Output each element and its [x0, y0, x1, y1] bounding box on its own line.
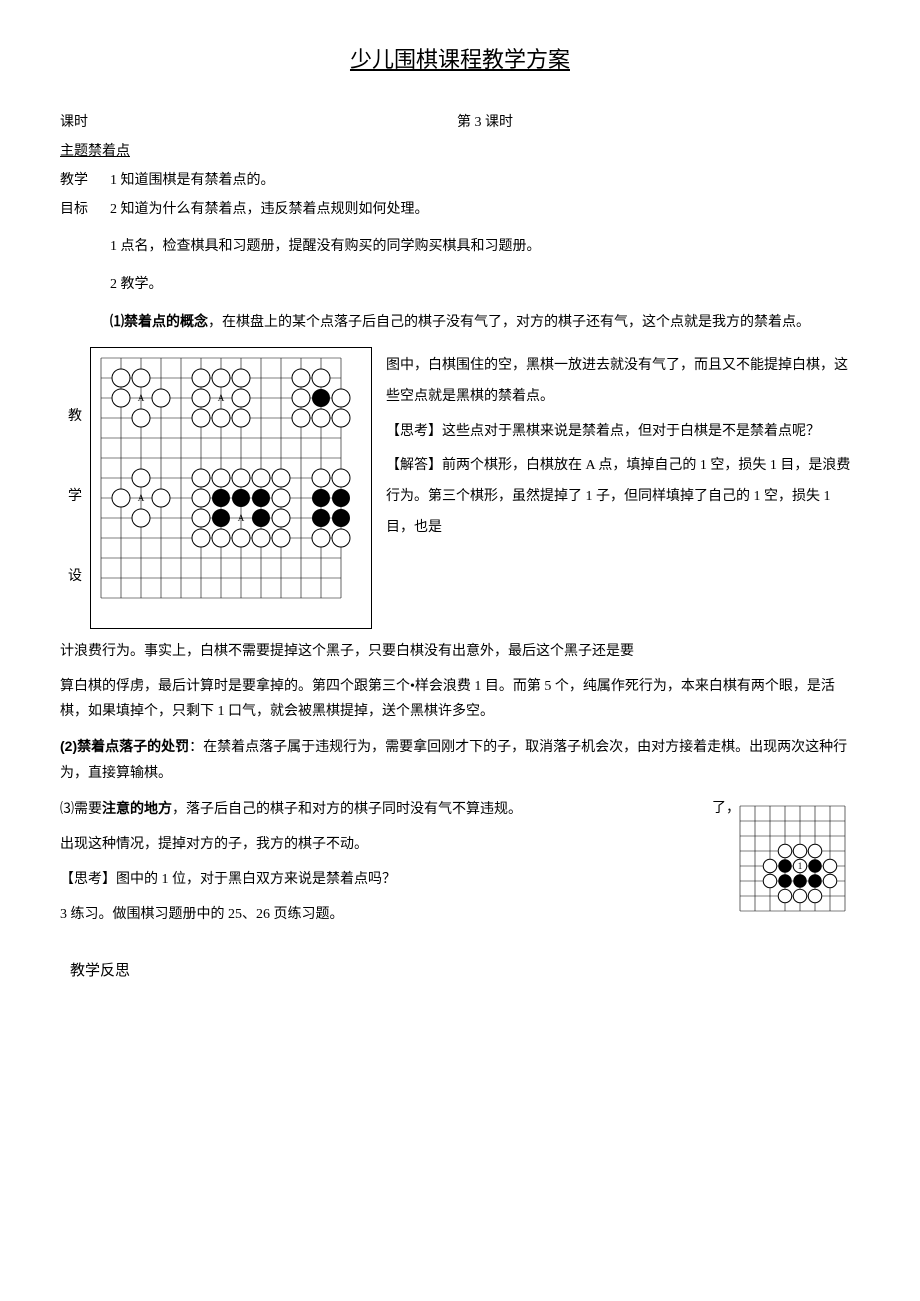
right-text-block: 图中，白棋围住的空，黑棋一放进去就没有气了，而且又不能提掉白棋，这些空点就是黑棋…: [372, 347, 860, 548]
note-block: 1 ⑶需要注意的地方，落子后自己的棋子和对方的棋子同时没有气不算违规。 了， 出…: [60, 796, 860, 938]
goal-1: 1 知道围棋是有禁着点的。: [110, 168, 275, 193]
right-p1: 图中，白棋围住的空，黑棋一放进去就没有气了，而且又不能提掉白棋，这些空点就是黑棋…: [386, 351, 860, 413]
svg-text:A: A: [138, 393, 145, 403]
step-1: 1 点名，检查棋具和习题册，提醒没有购买的同学购买棋具和习题册。: [110, 234, 860, 259]
svg-text:A: A: [218, 393, 225, 403]
step-2: 2 教学。: [110, 272, 860, 297]
note-bold: 注意的地方: [102, 800, 172, 816]
side-char-2: 学: [68, 484, 82, 509]
note-tail: 了，: [712, 796, 740, 821]
note-prefix: ⑶需要: [60, 802, 102, 817]
topic-row: 主题 禁着点: [60, 139, 860, 164]
side-label: 教 学 设: [60, 377, 90, 617]
lesson-row: 课时 第 3 课时: [60, 110, 860, 135]
right-p3: 【解答】前两个棋形，白棋放在 A 点，填掉自己的 1 空，损失 1 目，是浪费行…: [386, 451, 860, 543]
lesson-label: 课时: [60, 110, 110, 135]
side-char-3: 设: [68, 564, 82, 589]
right-p2: 【思考】这些点对于黑棋来说是禁着点，但对于白棋是不是禁着点呢？: [386, 417, 860, 448]
cont-2: 算白棋的俘虏，最后计算时是要拿掉的。第四个跟第三个•样会浪费 1 目。而第 5 …: [60, 674, 860, 724]
footer-label: 教学反思: [70, 958, 860, 985]
go-board-1: A A A A: [90, 347, 372, 629]
diagram-row-1: 教 学 设 A A A A 图中，白棋围住的空，黑棋一放进去就没有气了，而且又不能提掉…: [60, 347, 860, 629]
goal-label-1: 教学: [60, 168, 110, 193]
penalty-label: (2)禁着点落子的处罚: [60, 738, 189, 754]
note-text: ，落子后自己的棋子和对方的棋子同时没有气不算违规。: [172, 802, 522, 817]
svg-text:A: A: [238, 513, 245, 523]
cont-1: 计浪费行为。事实上，白棋不需要提掉这个黑子，只要白棋没有出意外，最后这个黑子还是…: [60, 639, 860, 664]
svg-text:A: A: [138, 493, 145, 503]
concept-text: ，在棋盘上的某个点落子后自己的棋子没有气了，对方的棋子还有气，这个点就是我方的禁…: [208, 315, 810, 330]
penalty-block: (2)禁着点落子的处罚：在禁着点落子属于违规行为，需要拿回刚才下的子，取消落子机…: [60, 734, 860, 785]
goal-label-2: 目标: [60, 197, 110, 222]
topic-label: 主题: [60, 139, 88, 164]
go-board-2: 1: [730, 796, 860, 926]
goal-2: 2 知道为什么有禁着点，违反禁着点规则如何处理。: [110, 197, 429, 222]
goal-row-2: 目标 2 知道为什么有禁着点，违反禁着点规则如何处理。: [60, 197, 860, 222]
topic-value: 禁着点: [88, 139, 130, 164]
goal-row-1: 教学 1 知道围棋是有禁着点的。: [60, 168, 860, 193]
concept-block: ⑴禁着点的概念，在棋盘上的某个点落子后自己的棋子没有气了，对方的棋子还有气，这个…: [110, 309, 860, 335]
lesson-value: 第 3 课时: [110, 110, 860, 135]
svg-text:1: 1: [798, 861, 803, 871]
page-title: 少儿围棋课程教学方案: [60, 40, 860, 80]
side-char-1: 教: [68, 404, 82, 429]
concept-label: ⑴禁着点的概念: [110, 313, 208, 329]
